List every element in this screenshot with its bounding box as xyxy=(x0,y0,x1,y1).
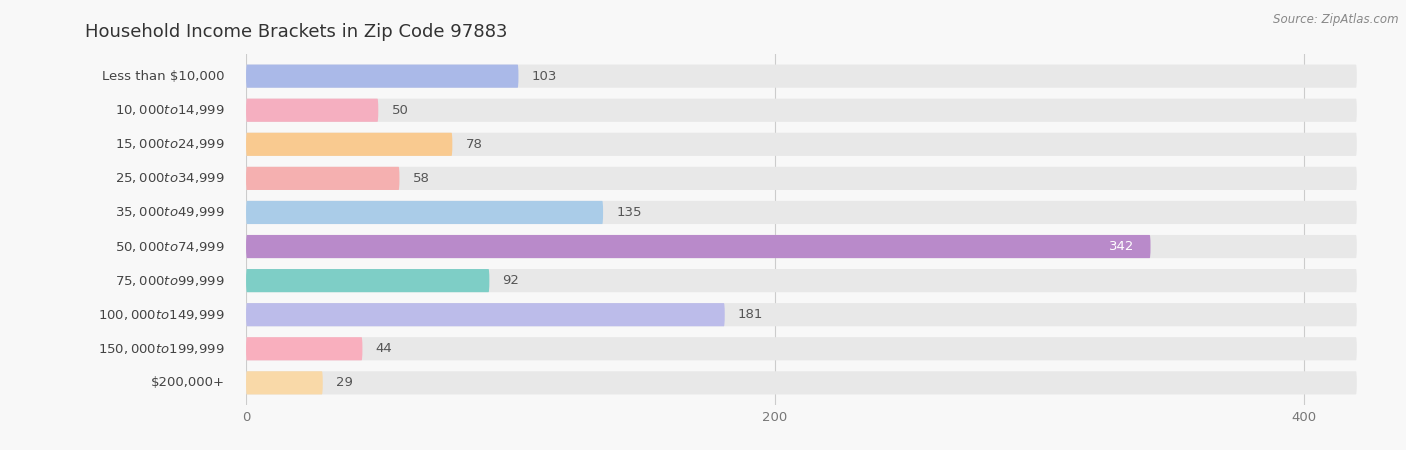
Text: Household Income Brackets in Zip Code 97883: Household Income Brackets in Zip Code 97… xyxy=(84,23,508,41)
FancyBboxPatch shape xyxy=(246,133,453,156)
FancyBboxPatch shape xyxy=(246,269,489,292)
FancyBboxPatch shape xyxy=(246,99,1357,122)
Text: $75,000 to $99,999: $75,000 to $99,999 xyxy=(115,274,225,288)
Text: 181: 181 xyxy=(738,308,763,321)
FancyBboxPatch shape xyxy=(246,303,1357,326)
Text: $50,000 to $74,999: $50,000 to $74,999 xyxy=(115,239,225,253)
Text: $100,000 to $149,999: $100,000 to $149,999 xyxy=(98,308,225,322)
FancyBboxPatch shape xyxy=(246,201,603,224)
FancyBboxPatch shape xyxy=(246,371,323,395)
Text: Less than $10,000: Less than $10,000 xyxy=(103,70,225,83)
FancyBboxPatch shape xyxy=(246,167,399,190)
FancyBboxPatch shape xyxy=(246,167,1357,190)
Text: $200,000+: $200,000+ xyxy=(150,376,225,389)
Text: $150,000 to $199,999: $150,000 to $199,999 xyxy=(98,342,225,356)
Text: 50: 50 xyxy=(391,104,408,117)
FancyBboxPatch shape xyxy=(246,269,1357,292)
Text: 103: 103 xyxy=(531,70,557,83)
Text: 78: 78 xyxy=(465,138,482,151)
Text: 92: 92 xyxy=(502,274,519,287)
FancyBboxPatch shape xyxy=(246,337,363,360)
Text: $15,000 to $24,999: $15,000 to $24,999 xyxy=(115,137,225,151)
FancyBboxPatch shape xyxy=(246,337,1357,360)
FancyBboxPatch shape xyxy=(246,235,1150,258)
FancyBboxPatch shape xyxy=(246,133,1357,156)
Text: 342: 342 xyxy=(1109,240,1135,253)
FancyBboxPatch shape xyxy=(246,99,378,122)
FancyBboxPatch shape xyxy=(246,303,724,326)
FancyBboxPatch shape xyxy=(246,64,519,88)
FancyBboxPatch shape xyxy=(246,64,1357,88)
Text: $10,000 to $14,999: $10,000 to $14,999 xyxy=(115,103,225,117)
Text: 58: 58 xyxy=(413,172,430,185)
Text: 44: 44 xyxy=(375,342,392,355)
Text: 135: 135 xyxy=(616,206,641,219)
Text: $35,000 to $49,999: $35,000 to $49,999 xyxy=(115,206,225,220)
FancyBboxPatch shape xyxy=(246,235,1357,258)
Text: Source: ZipAtlas.com: Source: ZipAtlas.com xyxy=(1274,14,1399,27)
Text: $25,000 to $34,999: $25,000 to $34,999 xyxy=(115,171,225,185)
Text: 29: 29 xyxy=(336,376,353,389)
FancyBboxPatch shape xyxy=(246,371,1357,395)
FancyBboxPatch shape xyxy=(246,201,1357,224)
